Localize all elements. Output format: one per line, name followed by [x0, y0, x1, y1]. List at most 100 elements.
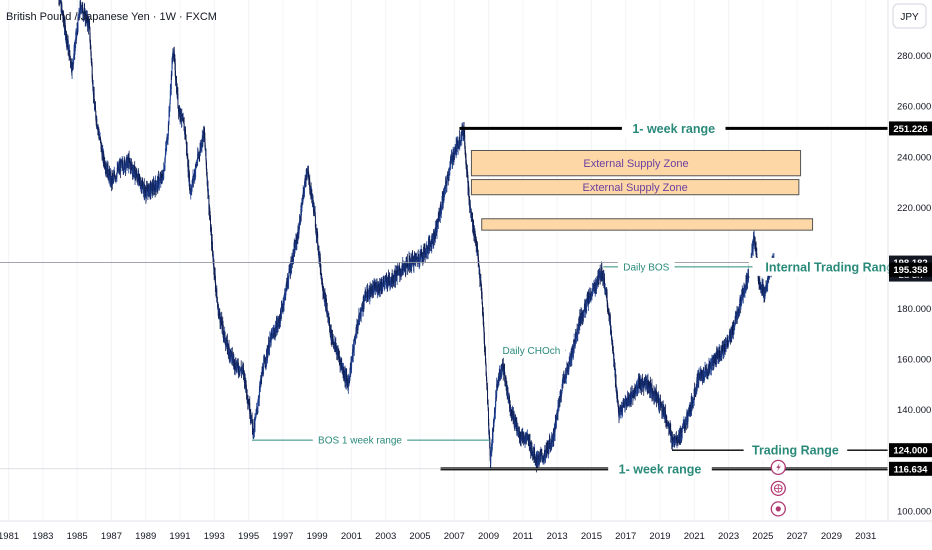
- candle: [59, 0, 61, 3]
- candle-body: [158, 179, 160, 185]
- candle-body: [396, 270, 397, 277]
- candle-body: [207, 180, 209, 194]
- candle: [219, 308, 221, 318]
- candle-body: [78, 18, 80, 20]
- candle-body: [485, 364, 487, 376]
- candle-body: [583, 312, 585, 316]
- candle-body: [171, 64, 173, 76]
- candle-body: [489, 447, 491, 456]
- candle-body: [305, 180, 306, 183]
- candle-body: [451, 155, 453, 163]
- candle-body: [358, 321, 359, 324]
- candle-body: [301, 211, 302, 215]
- candle-body: [219, 317, 221, 324]
- candle-body: [485, 362, 487, 365]
- candle-body: [294, 244, 296, 254]
- candle-body: [317, 234, 319, 246]
- candle-body: [509, 396, 510, 409]
- candle-body: [155, 181, 157, 186]
- candle-body: [187, 156, 189, 168]
- candle-body: [573, 339, 575, 352]
- candle-body: [368, 292, 370, 295]
- candle-body: [99, 137, 101, 140]
- candle-body: [362, 307, 363, 311]
- candle-body: [473, 222, 475, 234]
- candle-body: [490, 453, 492, 464]
- candle-body: [246, 390, 248, 398]
- candle: [77, 13, 79, 33]
- candle-body: [363, 300, 365, 307]
- candle-body: [475, 238, 477, 242]
- candle-body: [488, 431, 490, 439]
- candle-body: [335, 343, 337, 350]
- candle-body: [280, 310, 282, 315]
- candle-body: [561, 390, 563, 393]
- candle: [177, 87, 179, 109]
- candle-body: [333, 342, 335, 346]
- candle-body: [63, 13, 64, 21]
- candle-body: [266, 350, 268, 361]
- candle-body: [438, 214, 440, 221]
- candle-body: [515, 421, 517, 428]
- candle: [363, 295, 365, 310]
- candle-body: [113, 175, 115, 179]
- candle-body: [401, 269, 403, 275]
- candle-body: [516, 420, 518, 433]
- candle-body: [221, 318, 223, 326]
- candle-body: [545, 453, 546, 461]
- candle-body: [89, 22, 90, 28]
- candle-body: [494, 406, 496, 414]
- candlestick-series: [58, 0, 775, 473]
- candle-body: [596, 282, 598, 290]
- candle-body: [256, 407, 258, 410]
- candle-body: [90, 45, 92, 53]
- candle-body: [416, 257, 418, 261]
- candle-body: [77, 18, 79, 32]
- candle-body: [498, 381, 500, 383]
- candle-body: [502, 363, 504, 374]
- candle-body: [180, 109, 182, 120]
- candle-body: [61, 9, 63, 12]
- candle-body: [309, 180, 311, 190]
- candle-body: [565, 378, 567, 379]
- candle-body: [346, 378, 348, 383]
- candle-body: [90, 52, 92, 60]
- candle-body: [91, 66, 93, 79]
- candle-body: [344, 375, 346, 381]
- candle-body: [183, 118, 184, 122]
- candle-body: [205, 149, 207, 160]
- candle-body: [487, 402, 489, 408]
- candle-body: [298, 227, 300, 231]
- candle-body: [353, 339, 355, 350]
- candle: [133, 166, 135, 178]
- candle-body: [329, 321, 330, 328]
- candle-body: [260, 379, 262, 384]
- candle-body: [478, 263, 480, 266]
- candle-body: [79, 4, 81, 15]
- candle-body: [261, 370, 263, 378]
- candle: [254, 413, 256, 433]
- candle-body: [206, 164, 208, 173]
- candle-body: [244, 377, 246, 388]
- candle-body: [586, 301, 588, 307]
- candle-body: [249, 402, 251, 415]
- candle-body: [195, 165, 197, 171]
- candle-body: [567, 368, 569, 373]
- candle-body: [212, 246, 213, 251]
- candle-body: [592, 285, 594, 288]
- candle-body: [501, 364, 503, 370]
- candle-body: [134, 173, 136, 179]
- candle-body: [186, 148, 188, 157]
- candle-body: [484, 339, 485, 348]
- candle-body: [417, 258, 419, 263]
- candle-body: [234, 360, 236, 369]
- candle-body: [69, 57, 71, 63]
- candle-body: [369, 288, 371, 294]
- candle-body: [304, 186, 305, 194]
- candle-body: [208, 195, 210, 209]
- candle: [501, 364, 503, 376]
- candle-body: [291, 261, 293, 269]
- candle: [61, 1, 63, 16]
- candle-body: [320, 269, 322, 277]
